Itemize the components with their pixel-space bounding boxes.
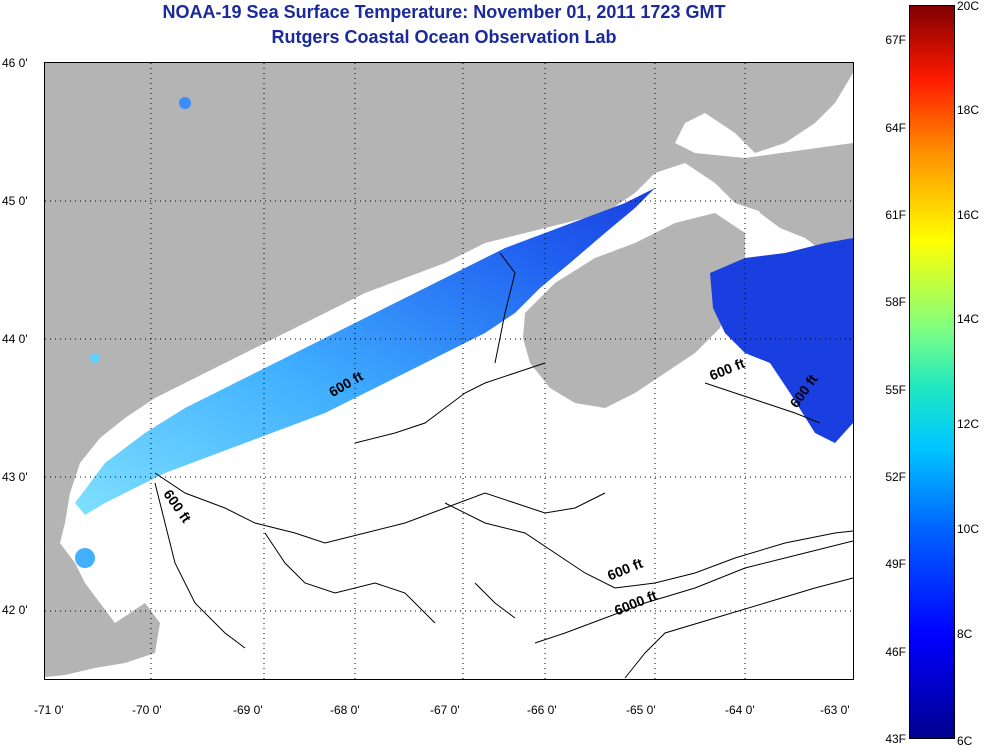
sst-map: 600 ft 600 ft 600 ft 600 ft 6000 ft 600 … xyxy=(44,62,854,680)
colorbar-c-10: 10C xyxy=(957,522,980,536)
mainland-land xyxy=(45,63,853,548)
lon-tick-67: -67 0' xyxy=(430,703,460,717)
depth-contours xyxy=(154,252,853,679)
colorbar-f-55: 55F xyxy=(885,383,906,397)
colorbar-c-20: 20C xyxy=(957,0,980,13)
cape-cod-land xyxy=(45,543,160,677)
lat-tick-46: 46 0' xyxy=(2,56,28,70)
map-canvas xyxy=(45,63,853,679)
lat-tick-44: 44 0' xyxy=(2,332,28,346)
colorbar-c-12: 12C xyxy=(957,417,980,431)
cape-breton-land xyxy=(745,143,853,253)
colorbar-f-58: 58F xyxy=(885,295,906,309)
colorbar-f-46: 46F xyxy=(885,645,906,659)
colorbar-f-61: 61F xyxy=(885,208,906,222)
colorbar-f-67: 67F xyxy=(885,33,906,47)
lon-tick-68: -68 0' xyxy=(330,703,360,717)
colorbar-c-14: 14C xyxy=(957,312,980,326)
map-title: NOAA-19 Sea Surface Temperature: Novembe… xyxy=(162,2,726,22)
nova-scotia-land xyxy=(523,213,745,408)
lon-tick-64: -64 0' xyxy=(725,703,755,717)
sst-patch-small xyxy=(179,97,191,109)
sst-band-gulf-of-maine xyxy=(75,188,655,515)
lat-tick-45: 45 0' xyxy=(2,194,28,208)
sst-patch-small xyxy=(75,548,95,568)
colorbar-f-64: 64F xyxy=(885,121,906,135)
map-subtitle: Rutgers Coastal Ocean Observation Lab xyxy=(271,27,617,47)
lon-tick-65: -65 0' xyxy=(626,703,656,717)
lon-tick-63: -63 0' xyxy=(820,703,850,717)
colorbar-f-52: 52F xyxy=(885,470,906,484)
colorbar-f-43: 43F xyxy=(885,732,906,746)
colorbar-f-49: 49F xyxy=(885,557,906,571)
lon-tick-69: -69 0' xyxy=(233,703,263,717)
lon-tick-70: -70 0' xyxy=(132,703,162,717)
colorbar-c-18: 18C xyxy=(957,103,980,117)
lon-tick-71: -71 0' xyxy=(34,703,64,717)
lat-tick-42: 42 0' xyxy=(2,603,28,617)
sst-patch-east xyxy=(710,238,853,443)
colorbar-c-6: 6C xyxy=(957,734,973,748)
lat-tick-43: 43 0' xyxy=(2,470,28,484)
sst-patch-small xyxy=(90,353,100,363)
lon-tick-66: -66 0' xyxy=(527,703,557,717)
colorbar-c-16: 16C xyxy=(957,208,980,222)
colorbar-c-8: 8C xyxy=(957,627,973,641)
temperature-colorbar xyxy=(909,5,955,739)
